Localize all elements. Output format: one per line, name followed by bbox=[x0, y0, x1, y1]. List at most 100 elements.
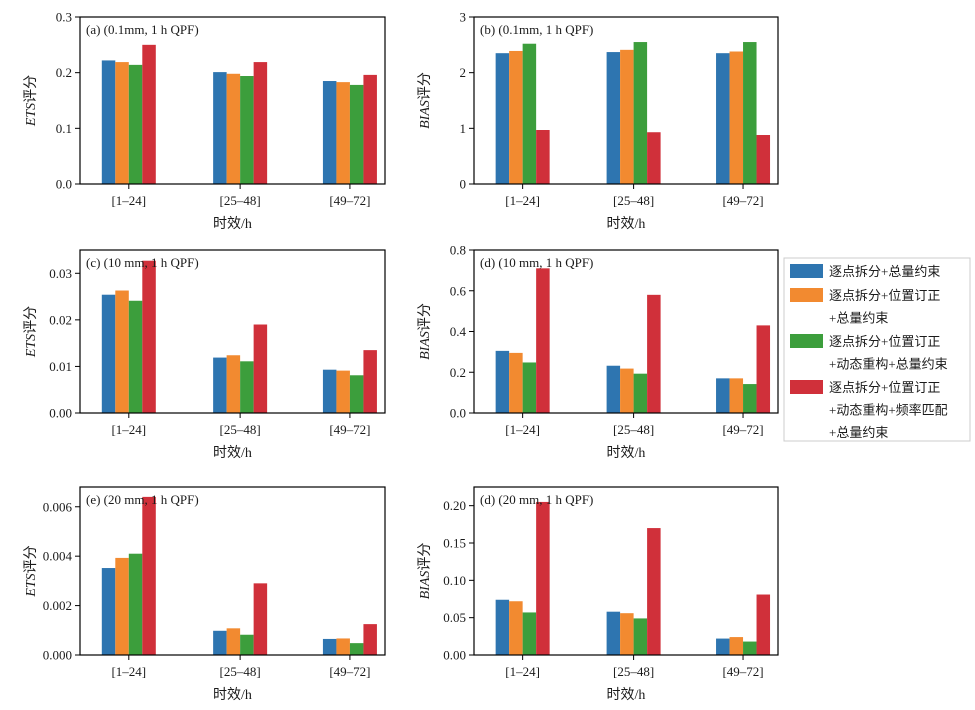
y-tick-label: 0.02 bbox=[49, 312, 72, 327]
bar-e-s2-c1 bbox=[115, 557, 129, 655]
y-tick-label: 1 bbox=[460, 121, 467, 136]
bar-c-s1-c1 bbox=[101, 294, 116, 413]
x-tick-label: [1–24] bbox=[505, 193, 540, 208]
bar-d2-s4-c1 bbox=[536, 501, 550, 655]
plot-frame bbox=[473, 16, 779, 185]
y-tick-label: 0.0 bbox=[56, 177, 72, 192]
y-tick-label: 0.1 bbox=[56, 121, 72, 136]
y-tick-label: 0.03 bbox=[49, 266, 72, 281]
panel-d1: 0.0 0.2 0.4 0.6 0.8 [1–24] [25–48] [49–72] (d) (… bbox=[417, 243, 779, 461]
y-axis-label-suffix: 评分 bbox=[23, 75, 39, 103]
legend-label-3: 逐点拆分+位置订正 bbox=[829, 334, 940, 349]
y-tick-label: 0.006 bbox=[43, 499, 73, 514]
y-axis-label-metric: BIAS bbox=[418, 331, 433, 360]
bar-d1-s4-c3 bbox=[756, 325, 771, 413]
bar-c-s1-c3 bbox=[322, 369, 337, 413]
y-axis-label: ETS评分 bbox=[23, 306, 39, 358]
x-tick-label: [25–48] bbox=[613, 422, 654, 437]
bar-d1-s2-c3 bbox=[729, 378, 744, 413]
bar-d2-s4-c2 bbox=[647, 528, 661, 655]
bar-d1-s1-c1 bbox=[495, 350, 510, 413]
y-axis-label-suffix: 评分 bbox=[417, 72, 433, 100]
x-tick-label: [25–48] bbox=[220, 664, 261, 679]
y-tick-label: 0.004 bbox=[43, 549, 73, 564]
panel-c: 0.00 0.01 0.02 0.03 [1–24] [25–48] [49–72] (c) … bbox=[23, 249, 386, 461]
legend-swatch-3 bbox=[790, 334, 823, 348]
bar-e-s4-c2 bbox=[253, 583, 268, 655]
x-axis-label: 时效/h bbox=[213, 687, 252, 703]
bar-a-s2-c1 bbox=[115, 62, 129, 185]
bar-d1-s3-c2 bbox=[633, 373, 648, 413]
bar-c-s2-c1 bbox=[115, 290, 129, 413]
x-tick-label: [49–72] bbox=[329, 193, 370, 208]
panel-title: (d) (10 mm, 1 h QPF) bbox=[480, 255, 593, 270]
panel-title: (d) (20 mm, 1 h QPF) bbox=[480, 492, 593, 507]
panel-title: (e) (20 mm, 1 h QPF) bbox=[86, 492, 199, 507]
plot-frame bbox=[79, 486, 386, 656]
bar-c-s2-c3 bbox=[336, 370, 350, 413]
bar-d1-s1-c2 bbox=[606, 365, 621, 413]
bar-a-s3-c3 bbox=[349, 84, 364, 184]
panel-b: 0 1 2 3 [1–24] [25–48] [49–72] (b) (0.1mm, 1 h … bbox=[417, 10, 779, 232]
panel-title: (c) (10 mm, 1 h QPF) bbox=[86, 255, 199, 270]
bar-d1-s4-c2 bbox=[647, 294, 661, 413]
x-tick-label: [49–72] bbox=[722, 422, 763, 437]
y-tick-label: 0.4 bbox=[450, 324, 467, 339]
panel-a: 0.0 0.1 0.2 0.3 [1–24] [25–48] [49–72] (a) (0.1… bbox=[23, 10, 386, 232]
x-tick-label: [49–72] bbox=[722, 664, 763, 679]
legend-label-4: 逐点拆分+位置订正 bbox=[829, 380, 940, 395]
x-axis-label: 时效/h bbox=[607, 687, 646, 703]
bar-e-s3-c2 bbox=[240, 634, 254, 655]
bar-b-s2-c3 bbox=[729, 51, 744, 185]
bar-c-s2-c2 bbox=[226, 355, 241, 413]
bar-d2-s3-c2 bbox=[633, 618, 648, 655]
bar-b-s3-c2 bbox=[633, 42, 648, 184]
bar-b-s3-c3 bbox=[743, 42, 757, 184]
bar-e-s4-c1 bbox=[142, 496, 156, 655]
x-tick-label: [25–48] bbox=[220, 422, 261, 437]
y-axis-label-suffix: 评分 bbox=[417, 303, 433, 331]
bar-e-s1-c2 bbox=[213, 630, 227, 655]
bar-c-s3-c1 bbox=[128, 300, 143, 413]
y-axis-label-metric: BIAS bbox=[418, 571, 433, 600]
legend-swatch-4 bbox=[790, 380, 823, 394]
y-tick-label: 0.10 bbox=[443, 573, 466, 588]
panel-e: 0.000 0.002 0.004 0.006 [1–24] [25–48] [49–72]… bbox=[23, 486, 386, 703]
bar-c-s1-c2 bbox=[213, 357, 227, 413]
y-tick-label: 0.0 bbox=[450, 406, 466, 421]
y-axis-label-suffix: 评分 bbox=[23, 545, 39, 573]
bar-d2-s3-c1 bbox=[522, 612, 537, 655]
y-tick-label: 0.002 bbox=[43, 598, 72, 613]
legend: 逐点拆分+总量约束逐点拆分+位置订正+总量约束逐点拆分+位置订正+动态重构+总量… bbox=[783, 257, 971, 442]
bar-d2-s1-c2 bbox=[606, 611, 621, 655]
bar-a-s1-c2 bbox=[213, 72, 227, 184]
y-tick-label: 3 bbox=[460, 10, 467, 25]
bar-d1-s3-c3 bbox=[743, 384, 757, 413]
x-tick-label: [1–24] bbox=[505, 664, 540, 679]
y-tick-label: 0.6 bbox=[450, 283, 467, 298]
y-axis-label-metric: ETS bbox=[24, 573, 39, 597]
x-axis-label: 时效/h bbox=[607, 445, 646, 461]
bar-b-s4-c3 bbox=[756, 135, 771, 184]
x-axis-label: 时效/h bbox=[213, 216, 252, 232]
x-tick-label: [1–24] bbox=[111, 193, 146, 208]
bar-d1-s4-c1 bbox=[536, 268, 550, 413]
legend-label-3: +动态重构+总量约束 bbox=[829, 357, 948, 372]
bar-c-s4-c1 bbox=[142, 260, 156, 413]
y-tick-label: 0.01 bbox=[49, 359, 72, 374]
x-tick-label: [1–24] bbox=[111, 422, 146, 437]
x-tick-label: [1–24] bbox=[505, 422, 540, 437]
y-axis-label: ETS评分 bbox=[23, 75, 39, 127]
y-tick-label: 0.2 bbox=[450, 365, 466, 380]
bar-a-s3-c2 bbox=[240, 76, 254, 184]
bar-a-s3-c1 bbox=[128, 64, 143, 184]
x-tick-label: [49–72] bbox=[329, 422, 370, 437]
bar-a-s1-c3 bbox=[322, 81, 337, 184]
plot-frame bbox=[473, 486, 779, 656]
y-tick-label: 0.20 bbox=[443, 498, 466, 513]
bar-d2-s2-c2 bbox=[620, 613, 634, 655]
bar-a-s4-c1 bbox=[142, 44, 156, 184]
bar-a-s4-c3 bbox=[363, 74, 377, 184]
y-axis-label-metric: ETS bbox=[24, 334, 39, 358]
